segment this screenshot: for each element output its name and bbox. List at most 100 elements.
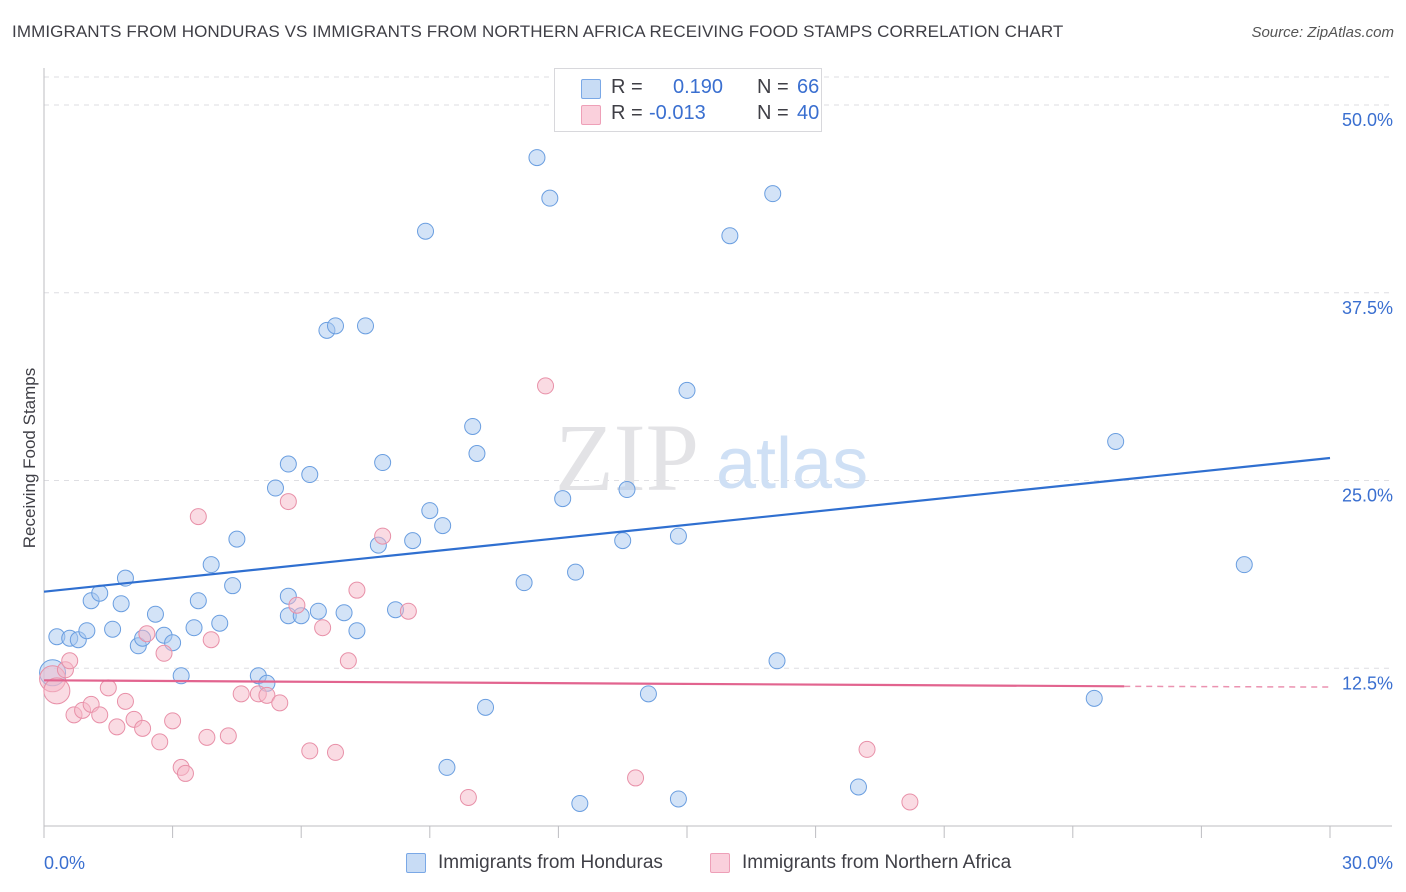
honduras-point [768,652,786,670]
honduras-point [421,502,439,520]
honduras-point [639,685,657,703]
northern-africa-point [134,719,152,737]
honduras-point [335,604,353,622]
honduras-point [849,778,867,796]
legend-r-label: R = [611,102,643,124]
honduras-point [228,530,246,548]
northern-africa-point [176,764,194,782]
northern-africa-point [43,677,71,705]
northern-africa-point [219,727,237,745]
northern-africa-point [314,619,332,637]
honduras-point [202,556,220,574]
legend-n-value: 40 [797,102,820,124]
honduras-point [185,619,203,637]
y-tick-labels: 12.5% 25.0% 37.5% 50.0% [1342,110,1393,693]
honduras-point [434,517,452,535]
y-tick-label: 25.0% [1342,486,1393,506]
x-tick-label: 30.0% [1342,853,1393,873]
northern-africa-point [326,743,344,761]
northern-africa-point [232,685,250,703]
honduras-point [1085,689,1103,707]
honduras-point [146,605,164,623]
honduras-point [417,222,435,240]
legend-r-label: R = [611,76,643,98]
northern-africa-point [301,742,319,760]
legend-r-value: -0.013 [649,102,706,124]
northern-africa-point [164,712,182,730]
bottom-legend-label-honduras: Immigrants from Honduras [438,852,663,873]
honduras-point [468,445,486,463]
northern-africa-point [91,706,109,724]
northern-africa-point [198,728,216,746]
northern-africa-point [627,769,645,787]
honduras-point [374,454,392,472]
honduras-point [301,466,319,484]
honduras-point [357,317,374,335]
northern-africa-point [108,718,126,736]
watermark-atlas: atlas [716,424,868,504]
honduras-point [224,577,242,595]
axes [43,68,1392,838]
northern-africa-point [155,644,173,662]
honduras-point [554,490,572,508]
northern-africa-point [399,602,417,620]
x-tick-labels: 0.0% 30.0% [44,853,1393,873]
x-tick-label: 0.0% [44,853,85,873]
northern-africa-point [459,788,477,806]
honduras-point [266,479,284,497]
honduras-point [189,592,207,610]
watermark: ZIP atlas [555,404,868,511]
honduras-point [614,532,632,550]
trend-lines [43,456,1331,688]
honduras-point [91,584,109,602]
northern-africa-point [288,596,306,614]
northern-africa-point [279,493,297,511]
northern-africa-point [99,679,117,697]
source-credit: Source: ZipAtlas.com [1251,24,1394,41]
y-tick-label: 50.0% [1342,110,1393,130]
honduras-point [477,698,495,716]
honduras-point [438,758,456,776]
honduras-point [1107,432,1125,450]
northern-africa-point [537,377,555,395]
honduras-point [678,381,696,399]
honduras-point [618,481,636,499]
northern-africa-point [116,692,134,710]
grid-lines [44,76,1392,669]
legend-r-value: 0.190 [673,76,724,98]
northern-africa-trend-line [43,679,1125,688]
honduras-point [279,455,297,473]
honduras-point [721,227,739,245]
northern-africa-point [138,625,156,643]
honduras-point [571,794,589,812]
honduras-point [764,185,782,203]
legend-swatch-northern-africa [581,105,601,125]
chart-title: IMMIGRANTS FROM HONDURAS VS IMMIGRANTS F… [12,22,1064,41]
honduras-point [172,667,190,685]
northern-africa-point [348,581,366,599]
y-tick-label: 37.5% [1342,298,1393,318]
y-tick-label: 12.5% [1342,673,1393,693]
honduras-point [541,189,559,207]
legend-n-label: N = [757,102,789,124]
correlation-legend: R = 0.190 N = 66 R = -0.013 N = 40 [554,68,822,132]
honduras-point [567,563,585,581]
honduras-point [464,417,482,435]
bottom-legend-swatch-northern-africa [710,853,730,873]
honduras-point [669,790,687,808]
northern-africa-point [271,694,289,712]
series-northern-africa-points [39,377,919,811]
honduras-point [326,317,344,335]
honduras-point [515,574,533,592]
honduras-point [112,595,130,613]
bottom-legend-label-northern-africa: Immigrants from Northern Africa [742,852,1012,873]
legend-n-value: 66 [797,76,820,98]
honduras-point [1235,556,1253,574]
northern-africa-point [258,686,276,704]
honduras-point [669,527,687,545]
honduras-trend-line [43,456,1331,593]
northern-africa-point [189,508,207,526]
northern-africa-point [61,652,79,670]
northern-africa-point [374,527,392,545]
